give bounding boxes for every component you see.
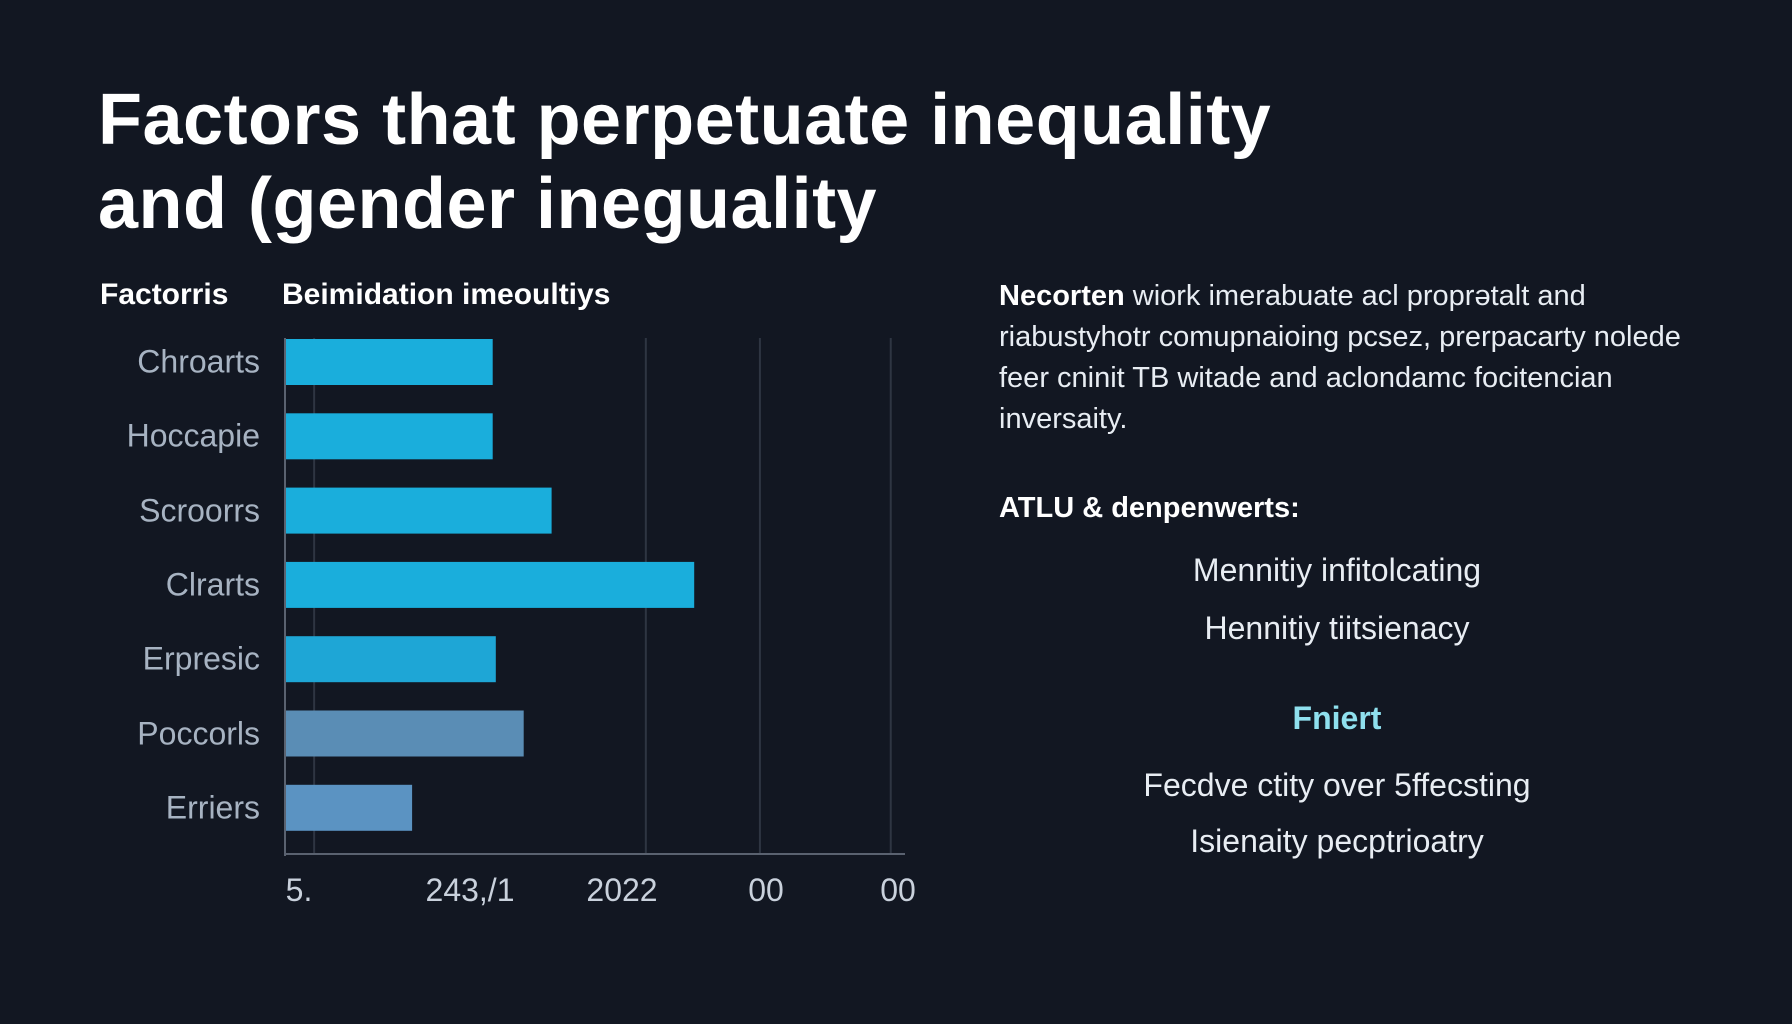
chart-title: Beimidation imeoultiys <box>282 278 611 311</box>
page-title: Factors that perpetuate inequality and (… <box>98 78 1271 246</box>
x-tick-label: 00 <box>748 872 784 908</box>
category-header: Factorris <box>100 278 229 311</box>
bar <box>286 487 552 534</box>
y-tick-label: Poccorls <box>137 715 260 751</box>
bar <box>286 413 493 460</box>
list-item: Isienaity pecptrioatry <box>1190 823 1484 859</box>
x-tick-label: 5. <box>285 872 313 908</box>
x-tick-label: 2022 <box>586 872 658 908</box>
list-item: Mennitiy infitolcating <box>1192 552 1482 588</box>
accent-heading: Fniert <box>1292 700 1382 736</box>
list-item: Fecdve ctity over 5ffecsting <box>1143 767 1531 803</box>
paragraph-lead: Necorten <box>999 280 1125 312</box>
list-item: Hennitiy tiitsienacy <box>1204 610 1470 646</box>
bar <box>286 339 493 385</box>
y-tick-label: Chroarts <box>137 343 260 380</box>
x-tick-label: 243,/1 <box>425 872 515 908</box>
title-line-2: and (gender ineguality <box>98 164 878 244</box>
description-paragraph: Necorten wiork imerabuate acl proprətalt… <box>999 276 1719 440</box>
bar <box>286 710 524 757</box>
subheading: ATLU & denpenwerts: <box>999 492 1300 524</box>
y-tick-label: Scroorrs <box>139 492 260 529</box>
y-tick-label: Erpresic <box>142 640 260 677</box>
bar <box>286 784 413 831</box>
paragraph-body: wiork imerabuate acl proprətalt and riab… <box>999 280 1681 435</box>
bar <box>286 636 496 683</box>
bar <box>286 561 695 608</box>
y-tick-label: Erriers <box>165 789 260 826</box>
title-line-1: Factors that perpetuate inequality <box>98 80 1272 160</box>
y-tick-label: Clrarts <box>165 566 260 603</box>
x-tick-label: 00 <box>880 872 916 908</box>
y-tick-label: Hoccapie <box>126 417 260 454</box>
